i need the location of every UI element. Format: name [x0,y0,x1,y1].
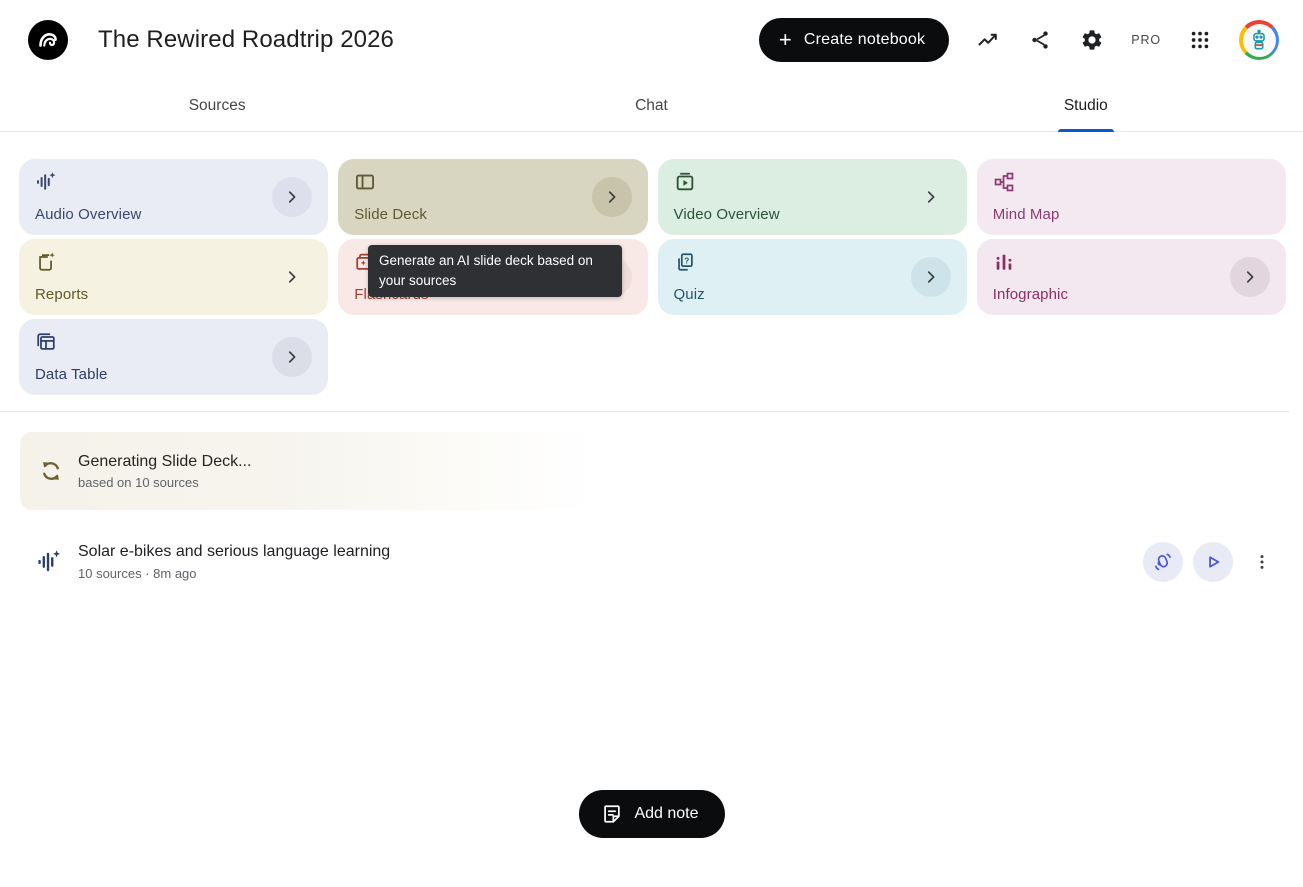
add-note-label: Add note [634,805,699,822]
notebooklm-logo-icon [39,33,57,47]
tool-card-reports[interactable]: Reports [19,239,329,315]
waving-hand-icon [1155,553,1171,571]
tool-card-mind-map[interactable]: Mind Map [976,159,1286,235]
audio-overview-item[interactable]: Solar e-bikes and serious language learn… [20,526,1279,598]
notebook-title[interactable]: The Rewired Roadtrip 2026 [98,26,394,53]
report-sparkle-icon [39,252,55,271]
generating-subtitle: based on 10 sources [78,474,199,490]
quiz-question-card-icon: ? [677,253,693,271]
slide-deck-tooltip: Generate an AI slide deck based on your … [368,245,622,297]
data-table-icon [37,333,55,350]
plus-icon: + [778,27,792,52]
tool-card-label: Infographic [992,286,1069,303]
play-icon [1209,556,1220,568]
tool-card-audio-overview[interactable]: Audio Overview [19,159,329,235]
create-notebook-label: Create notebook [803,31,926,48]
settings-gear-icon[interactable] [1079,27,1105,53]
tool-card-data-table[interactable]: Data Table [19,319,329,395]
tool-card-label: Slide Deck [354,206,427,223]
tool-card-label: Quiz [673,286,705,303]
tool-card-slide-deck[interactable]: Slide Deck [338,159,648,235]
tool-card-label: Mind Map [992,206,1060,223]
tool-card-label: Audio Overview [35,206,142,223]
tab-chat[interactable]: Chat [635,96,668,114]
pro-badge: PRO [1131,33,1161,47]
audio-item-meta: 10 sources · 8m ago [78,566,197,581]
tool-card-quiz[interactable]: ? Quiz [657,239,967,315]
audio-waveform-sparkle-icon [38,550,61,572]
chevron-right-icon[interactable] [272,337,313,377]
tool-card-label: Data Table [35,366,108,383]
kebab-menu-icon[interactable] [1245,542,1279,582]
app-header: The Rewired Roadtrip 2026 + Create noteb… [0,0,1303,80]
chevron-right-icon[interactable] [591,177,632,217]
panel-tabs: Sources Chat Studio [0,80,1303,132]
tab-sources[interactable]: Sources [188,96,246,114]
create-notebook-button[interactable]: + Create notebook [758,18,950,62]
audio-item-title: Solar e-bikes and serious language learn… [78,543,391,560]
section-divider [0,411,1289,412]
chevron-right-icon[interactable] [272,177,313,217]
user-avatar[interactable] [1239,20,1279,60]
chevron-right-icon[interactable] [1230,257,1270,297]
audio-item-actions [1143,542,1279,582]
video-play-icon [676,172,693,191]
studio-tool-grid: Audio Overview Slide Deck Video Overview [19,159,1286,395]
audio-waveform-sparkle-icon [37,172,56,190]
tool-card-label: Video Overview [673,206,780,223]
slide-layout-icon [356,174,375,190]
tool-card-infographic[interactable]: Infographic [976,239,1286,315]
mind-map-icon [994,172,1014,192]
tool-card-video-overview[interactable]: Video Overview [657,159,967,235]
tool-card-label: Reports [35,286,89,303]
progress-spinner-icon [43,462,59,480]
notebooklm-logo[interactable] [28,20,68,60]
bar-chart-icon [996,254,1012,270]
interactive-mode-button[interactable] [1143,542,1183,582]
tab-studio[interactable]: Studio [869,80,1303,131]
play-button[interactable] [1193,542,1233,582]
note-icon [603,805,620,823]
chevron-right-icon[interactable] [911,177,951,217]
svg-text:?: ? [684,256,689,265]
avatar-robot-image [1242,23,1276,57]
chevron-right-icon[interactable] [910,257,951,297]
header-actions: + Create notebook PRO [758,18,1279,62]
share-icon[interactable] [1027,27,1053,53]
chevron-right-icon[interactable] [272,257,312,297]
apps-grid-icon[interactable] [1187,27,1213,53]
generating-title: Generating Slide Deck... [78,452,252,470]
add-note-button[interactable]: Add note [578,790,725,838]
generating-slide-deck-item: Generating Slide Deck... based on 10 sou… [20,432,595,510]
trending-up-icon[interactable] [975,27,1001,53]
